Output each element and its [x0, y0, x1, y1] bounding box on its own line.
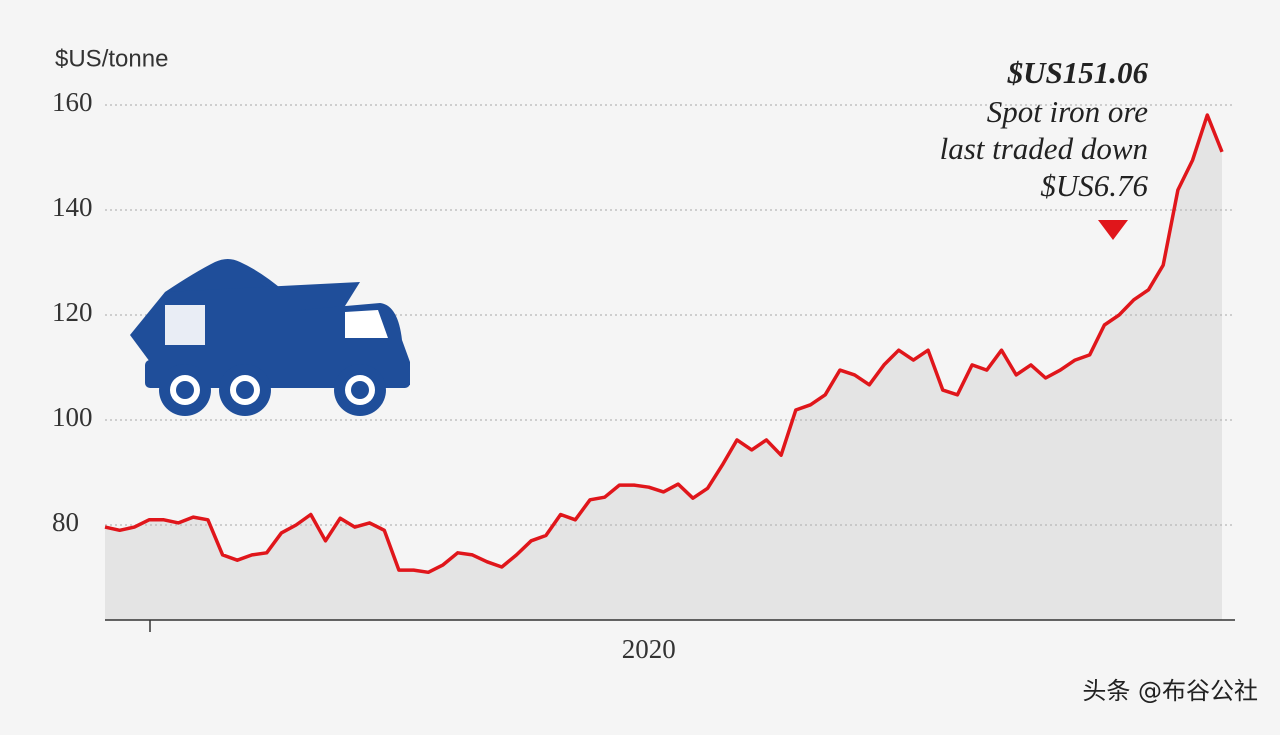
y-tick-label: 120 — [52, 297, 93, 327]
annotation: $US6.76 — [1040, 168, 1148, 203]
y-tick-label: 100 — [52, 402, 93, 432]
y-tick-label: 80 — [52, 507, 79, 537]
annotation: last traded down — [940, 131, 1148, 166]
down-marker — [1098, 220, 1128, 240]
annotation: $US151.06 — [1007, 55, 1149, 90]
y-tick-label: 160 — [52, 87, 93, 117]
watermark: 头条 @布谷公社 — [1082, 677, 1258, 705]
plot-area: 80 100 120 140 160 2020 — [52, 87, 1235, 664]
price-line — [104, 113, 1224, 575]
y-axis-label: $US/tonne — [55, 45, 168, 72]
area — [105, 115, 1222, 620]
truck-icon — [130, 259, 410, 416]
y-tick-label: 140 — [52, 192, 93, 222]
annotation: Spot iron ore — [987, 94, 1149, 129]
x-tick-label: 2020 — [622, 634, 676, 664]
